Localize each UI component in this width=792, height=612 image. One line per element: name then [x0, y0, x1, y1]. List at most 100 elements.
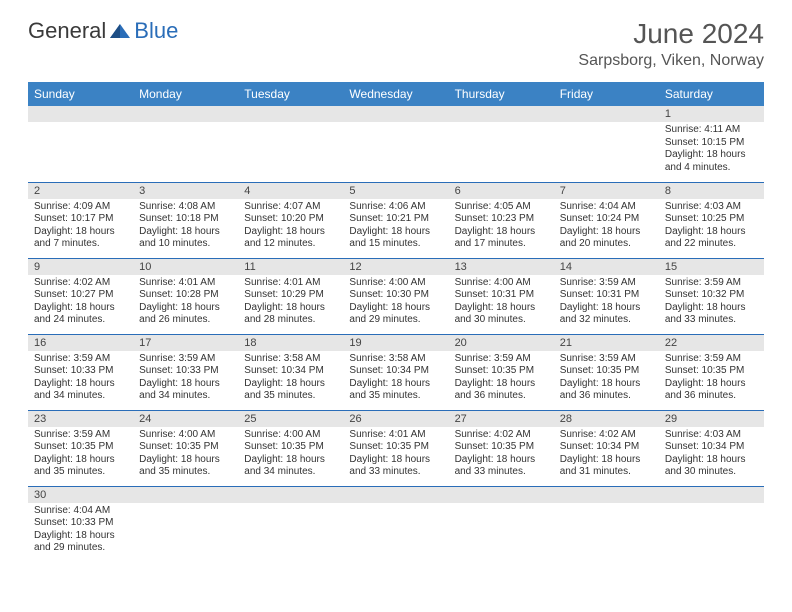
day-details: Sunrise: 3:59 AMSunset: 10:33 PMDaylight…: [28, 351, 133, 407]
day-cell: 9Sunrise: 4:02 AMSunset: 10:27 PMDayligh…: [28, 258, 133, 334]
sunset-text: Sunset: 10:20 PM: [244, 213, 337, 226]
day-number-band: 27: [449, 411, 554, 427]
day-details: [343, 122, 448, 128]
day-cell: 21Sunrise: 3:59 AMSunset: 10:35 PMDaylig…: [554, 334, 659, 410]
day-number-band: [343, 487, 448, 503]
sunrise-text: Sunrise: 4:00 AM: [455, 277, 548, 290]
day-details: Sunrise: 4:03 AMSunset: 10:25 PMDaylight…: [659, 199, 764, 255]
day-details: Sunrise: 4:05 AMSunset: 10:23 PMDaylight…: [449, 199, 554, 255]
day-details: [238, 503, 343, 509]
sunset-text: Sunset: 10:28 PM: [139, 289, 232, 302]
weekday-header: Wednesday: [343, 82, 448, 106]
sunset-text: Sunset: 10:31 PM: [455, 289, 548, 302]
empty-cell: [449, 486, 554, 562]
calendar-row: 9Sunrise: 4:02 AMSunset: 10:27 PMDayligh…: [28, 258, 764, 334]
day-cell: 24Sunrise: 4:00 AMSunset: 10:35 PMDaylig…: [133, 410, 238, 486]
calendar-row: 30Sunrise: 4:04 AMSunset: 10:33 PMDaylig…: [28, 486, 764, 562]
sunrise-text: Sunrise: 4:03 AM: [665, 201, 758, 214]
weekday-header-row: SundayMondayTuesdayWednesdayThursdayFrid…: [28, 82, 764, 106]
sunrise-text: Sunrise: 4:00 AM: [349, 277, 442, 290]
empty-cell: [133, 106, 238, 182]
day-number-band: 17: [133, 335, 238, 351]
day-number-band: 21: [554, 335, 659, 351]
title-block: June 2024 Sarpsborg, Viken, Norway: [578, 18, 764, 70]
empty-cell: [28, 106, 133, 182]
sunrise-text: Sunrise: 3:59 AM: [139, 353, 232, 366]
day-details: Sunrise: 4:11 AMSunset: 10:15 PMDaylight…: [659, 122, 764, 178]
sunset-text: Sunset: 10:35 PM: [455, 441, 548, 454]
day-details: Sunrise: 4:04 AMSunset: 10:33 PMDaylight…: [28, 503, 133, 559]
day-cell: 14Sunrise: 3:59 AMSunset: 10:31 PMDaylig…: [554, 258, 659, 334]
sunset-text: Sunset: 10:33 PM: [139, 365, 232, 378]
sunrise-text: Sunrise: 3:59 AM: [34, 353, 127, 366]
daylight-text: Daylight: 18 hours and 26 minutes.: [139, 302, 232, 327]
sunset-text: Sunset: 10:35 PM: [244, 441, 337, 454]
sunrise-text: Sunrise: 3:58 AM: [349, 353, 442, 366]
calendar-row: 16Sunrise: 3:59 AMSunset: 10:33 PMDaylig…: [28, 334, 764, 410]
weekday-header: Sunday: [28, 82, 133, 106]
daylight-text: Daylight: 18 hours and 36 minutes.: [455, 378, 548, 403]
day-cell: 25Sunrise: 4:00 AMSunset: 10:35 PMDaylig…: [238, 410, 343, 486]
day-cell: 11Sunrise: 4:01 AMSunset: 10:29 PMDaylig…: [238, 258, 343, 334]
day-details: [28, 122, 133, 128]
day-cell: 17Sunrise: 3:59 AMSunset: 10:33 PMDaylig…: [133, 334, 238, 410]
sunset-text: Sunset: 10:27 PM: [34, 289, 127, 302]
sunrise-text: Sunrise: 4:02 AM: [455, 429, 548, 442]
daylight-text: Daylight: 18 hours and 35 minutes.: [244, 378, 337, 403]
day-cell: 26Sunrise: 4:01 AMSunset: 10:35 PMDaylig…: [343, 410, 448, 486]
sunset-text: Sunset: 10:21 PM: [349, 213, 442, 226]
empty-cell: [238, 486, 343, 562]
day-details: Sunrise: 4:00 AMSunset: 10:30 PMDaylight…: [343, 275, 448, 331]
day-details: [554, 503, 659, 509]
day-cell: 16Sunrise: 3:59 AMSunset: 10:33 PMDaylig…: [28, 334, 133, 410]
daylight-text: Daylight: 18 hours and 29 minutes.: [34, 530, 127, 555]
day-number-band: [554, 487, 659, 503]
day-cell: 28Sunrise: 4:02 AMSunset: 10:34 PMDaylig…: [554, 410, 659, 486]
sunrise-text: Sunrise: 4:11 AM: [665, 124, 758, 137]
day-details: [449, 122, 554, 128]
daylight-text: Daylight: 18 hours and 24 minutes.: [34, 302, 127, 327]
day-number-band: [28, 106, 133, 122]
day-number-band: 24: [133, 411, 238, 427]
sunset-text: Sunset: 10:25 PM: [665, 213, 758, 226]
day-cell: 30Sunrise: 4:04 AMSunset: 10:33 PMDaylig…: [28, 486, 133, 562]
day-details: Sunrise: 3:59 AMSunset: 10:31 PMDaylight…: [554, 275, 659, 331]
day-number-band: 3: [133, 183, 238, 199]
calendar-row: 23Sunrise: 3:59 AMSunset: 10:35 PMDaylig…: [28, 410, 764, 486]
weekday-header: Friday: [554, 82, 659, 106]
day-number-band: [343, 106, 448, 122]
day-cell: 10Sunrise: 4:01 AMSunset: 10:28 PMDaylig…: [133, 258, 238, 334]
sunset-text: Sunset: 10:32 PM: [665, 289, 758, 302]
daylight-text: Daylight: 18 hours and 4 minutes.: [665, 149, 758, 174]
day-cell: 8Sunrise: 4:03 AMSunset: 10:25 PMDayligh…: [659, 182, 764, 258]
day-details: Sunrise: 4:09 AMSunset: 10:17 PMDaylight…: [28, 199, 133, 255]
day-details: Sunrise: 3:59 AMSunset: 10:35 PMDaylight…: [28, 427, 133, 483]
daylight-text: Daylight: 18 hours and 20 minutes.: [560, 226, 653, 251]
sunset-text: Sunset: 10:30 PM: [349, 289, 442, 302]
daylight-text: Daylight: 18 hours and 12 minutes.: [244, 226, 337, 251]
day-details: Sunrise: 4:02 AMSunset: 10:35 PMDaylight…: [449, 427, 554, 483]
day-details: Sunrise: 3:59 AMSunset: 10:35 PMDaylight…: [659, 351, 764, 407]
day-number-band: [554, 106, 659, 122]
sunset-text: Sunset: 10:33 PM: [34, 517, 127, 530]
day-cell: 12Sunrise: 4:00 AMSunset: 10:30 PMDaylig…: [343, 258, 448, 334]
sunset-text: Sunset: 10:34 PM: [560, 441, 653, 454]
daylight-text: Daylight: 18 hours and 33 minutes.: [455, 454, 548, 479]
day-details: Sunrise: 4:00 AMSunset: 10:31 PMDaylight…: [449, 275, 554, 331]
day-number-band: 18: [238, 335, 343, 351]
day-number-band: [449, 487, 554, 503]
day-number-band: 8: [659, 183, 764, 199]
sunset-text: Sunset: 10:35 PM: [349, 441, 442, 454]
day-cell: 18Sunrise: 3:58 AMSunset: 10:34 PMDaylig…: [238, 334, 343, 410]
day-details: Sunrise: 4:00 AMSunset: 10:35 PMDaylight…: [238, 427, 343, 483]
day-number-band: [449, 106, 554, 122]
sunrise-text: Sunrise: 4:00 AM: [244, 429, 337, 442]
day-number-band: 10: [133, 259, 238, 275]
sunrise-text: Sunrise: 4:00 AM: [139, 429, 232, 442]
sunrise-text: Sunrise: 4:04 AM: [34, 505, 127, 518]
daylight-text: Daylight: 18 hours and 36 minutes.: [665, 378, 758, 403]
sunrise-text: Sunrise: 4:06 AM: [349, 201, 442, 214]
daylight-text: Daylight: 18 hours and 34 minutes.: [244, 454, 337, 479]
day-number-band: 7: [554, 183, 659, 199]
sunset-text: Sunset: 10:34 PM: [349, 365, 442, 378]
